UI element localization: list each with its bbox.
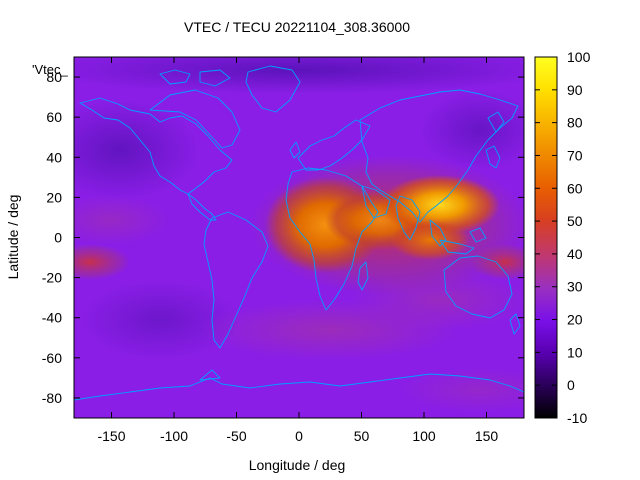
y-tick-label: -40 — [42, 310, 62, 326]
colorbar-tick-label: 0 — [567, 377, 575, 393]
colorbar-tick-label: 20 — [567, 312, 583, 328]
y-tick-label: 0 — [54, 230, 62, 246]
y-tick-label: 60 — [46, 109, 62, 125]
colorbar-tick-label: -10 — [567, 410, 587, 426]
colorbar-tick-label: 80 — [567, 115, 583, 131]
x-tick-label: 50 — [354, 428, 370, 444]
x-axis-ticks: -150 -100 -50 0 50 100 150 — [97, 57, 498, 444]
y-tick-label: 40 — [46, 149, 62, 165]
y-axis-ticks: -80 -60 -40 -20 0 20 40 60 80 — [42, 69, 524, 406]
y-tick-label: -60 — [42, 350, 62, 366]
colorbar — [534, 56, 558, 419]
colorbar-ticks: -10 0 10 20 30 40 50 60 70 80 90 100 — [535, 49, 591, 426]
colorbar-tick-label: 40 — [567, 246, 583, 262]
colorbar-tick-label: 50 — [567, 213, 583, 229]
coastlines — [74, 65, 524, 401]
y-axis-label: Latitude / deg — [5, 195, 21, 280]
colorbar-tick-label: 10 — [567, 344, 583, 360]
y-tick-label: -80 — [42, 390, 62, 406]
heatmap-area — [74, 57, 524, 418]
y-tick-label: -20 — [42, 270, 62, 286]
x-axis-label: Longitude / deg — [249, 457, 346, 473]
x-tick-label: -150 — [97, 428, 125, 444]
x-tick-label: -100 — [160, 428, 188, 444]
x-tick-label: 100 — [412, 428, 436, 444]
colorbar-tick-label: 60 — [567, 180, 583, 196]
colorbar-tick-label: 100 — [567, 49, 591, 65]
x-tick-label: -50 — [226, 428, 246, 444]
plot-key-label: 'Vtec_ — [32, 62, 68, 77]
y-tick-label: 80 — [46, 69, 62, 85]
chart-title: VTEC / TECU 20221104_308.36000 — [184, 19, 410, 35]
colorbar-tick-label: 30 — [567, 279, 583, 295]
x-tick-label: 0 — [295, 428, 303, 444]
x-tick-label: 150 — [475, 428, 499, 444]
colorbar-tick-label: 90 — [567, 82, 583, 98]
y-tick-label: 20 — [46, 189, 62, 205]
colorbar-tick-label: 70 — [567, 147, 583, 163]
